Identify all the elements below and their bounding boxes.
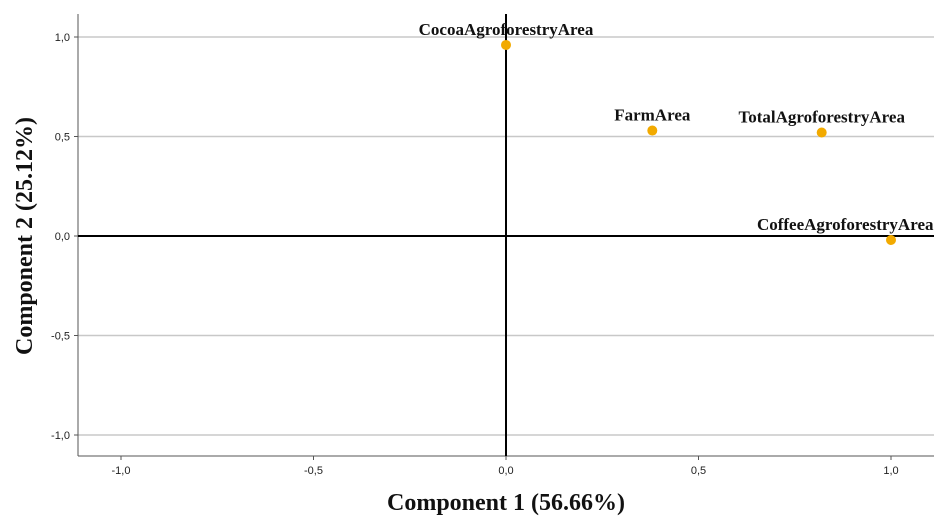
x-tick-label: -0,5 — [304, 465, 323, 477]
x-tick-label: 0,5 — [691, 465, 706, 477]
reference-lines — [78, 14, 934, 456]
y-tick-label: -0,5 — [51, 331, 70, 343]
y-tick-label: 0,0 — [55, 231, 70, 243]
y-axis-title: Component 2 (25.12%) — [12, 117, 38, 355]
y-tick-label: 0,5 — [55, 132, 70, 144]
x-tick-label: 1,0 — [883, 465, 898, 477]
x-tick-label: 0,0 — [498, 465, 513, 477]
y-axis-ticks: 1,0 0,5 0,0 -0,5 -1,0 — [51, 32, 78, 442]
y-tick-label: -1,0 — [51, 430, 70, 442]
data-points — [501, 39, 896, 245]
data-point — [501, 39, 511, 50]
data-point — [886, 234, 896, 245]
point-label: TotalAgroforestryArea — [738, 108, 905, 127]
x-tick-label: -1,0 — [112, 465, 131, 477]
point-labels: CocoaAgroforestryArea FarmArea TotalAgrofo… — [419, 20, 934, 234]
point-label: FarmArea — [614, 106, 691, 125]
x-axis-ticks: -1,0 -0,5 0,0 0,5 1,0 — [112, 456, 899, 477]
point-label: CocoaAgroforestryArea — [419, 20, 594, 39]
point-label: CoffeeAgroforestryArea — [757, 215, 934, 234]
y-tick-label: 1,0 — [55, 32, 70, 44]
data-point — [647, 125, 658, 136]
x-axis-title: Component 1 (56.66%) — [387, 490, 625, 516]
data-point — [816, 127, 827, 138]
